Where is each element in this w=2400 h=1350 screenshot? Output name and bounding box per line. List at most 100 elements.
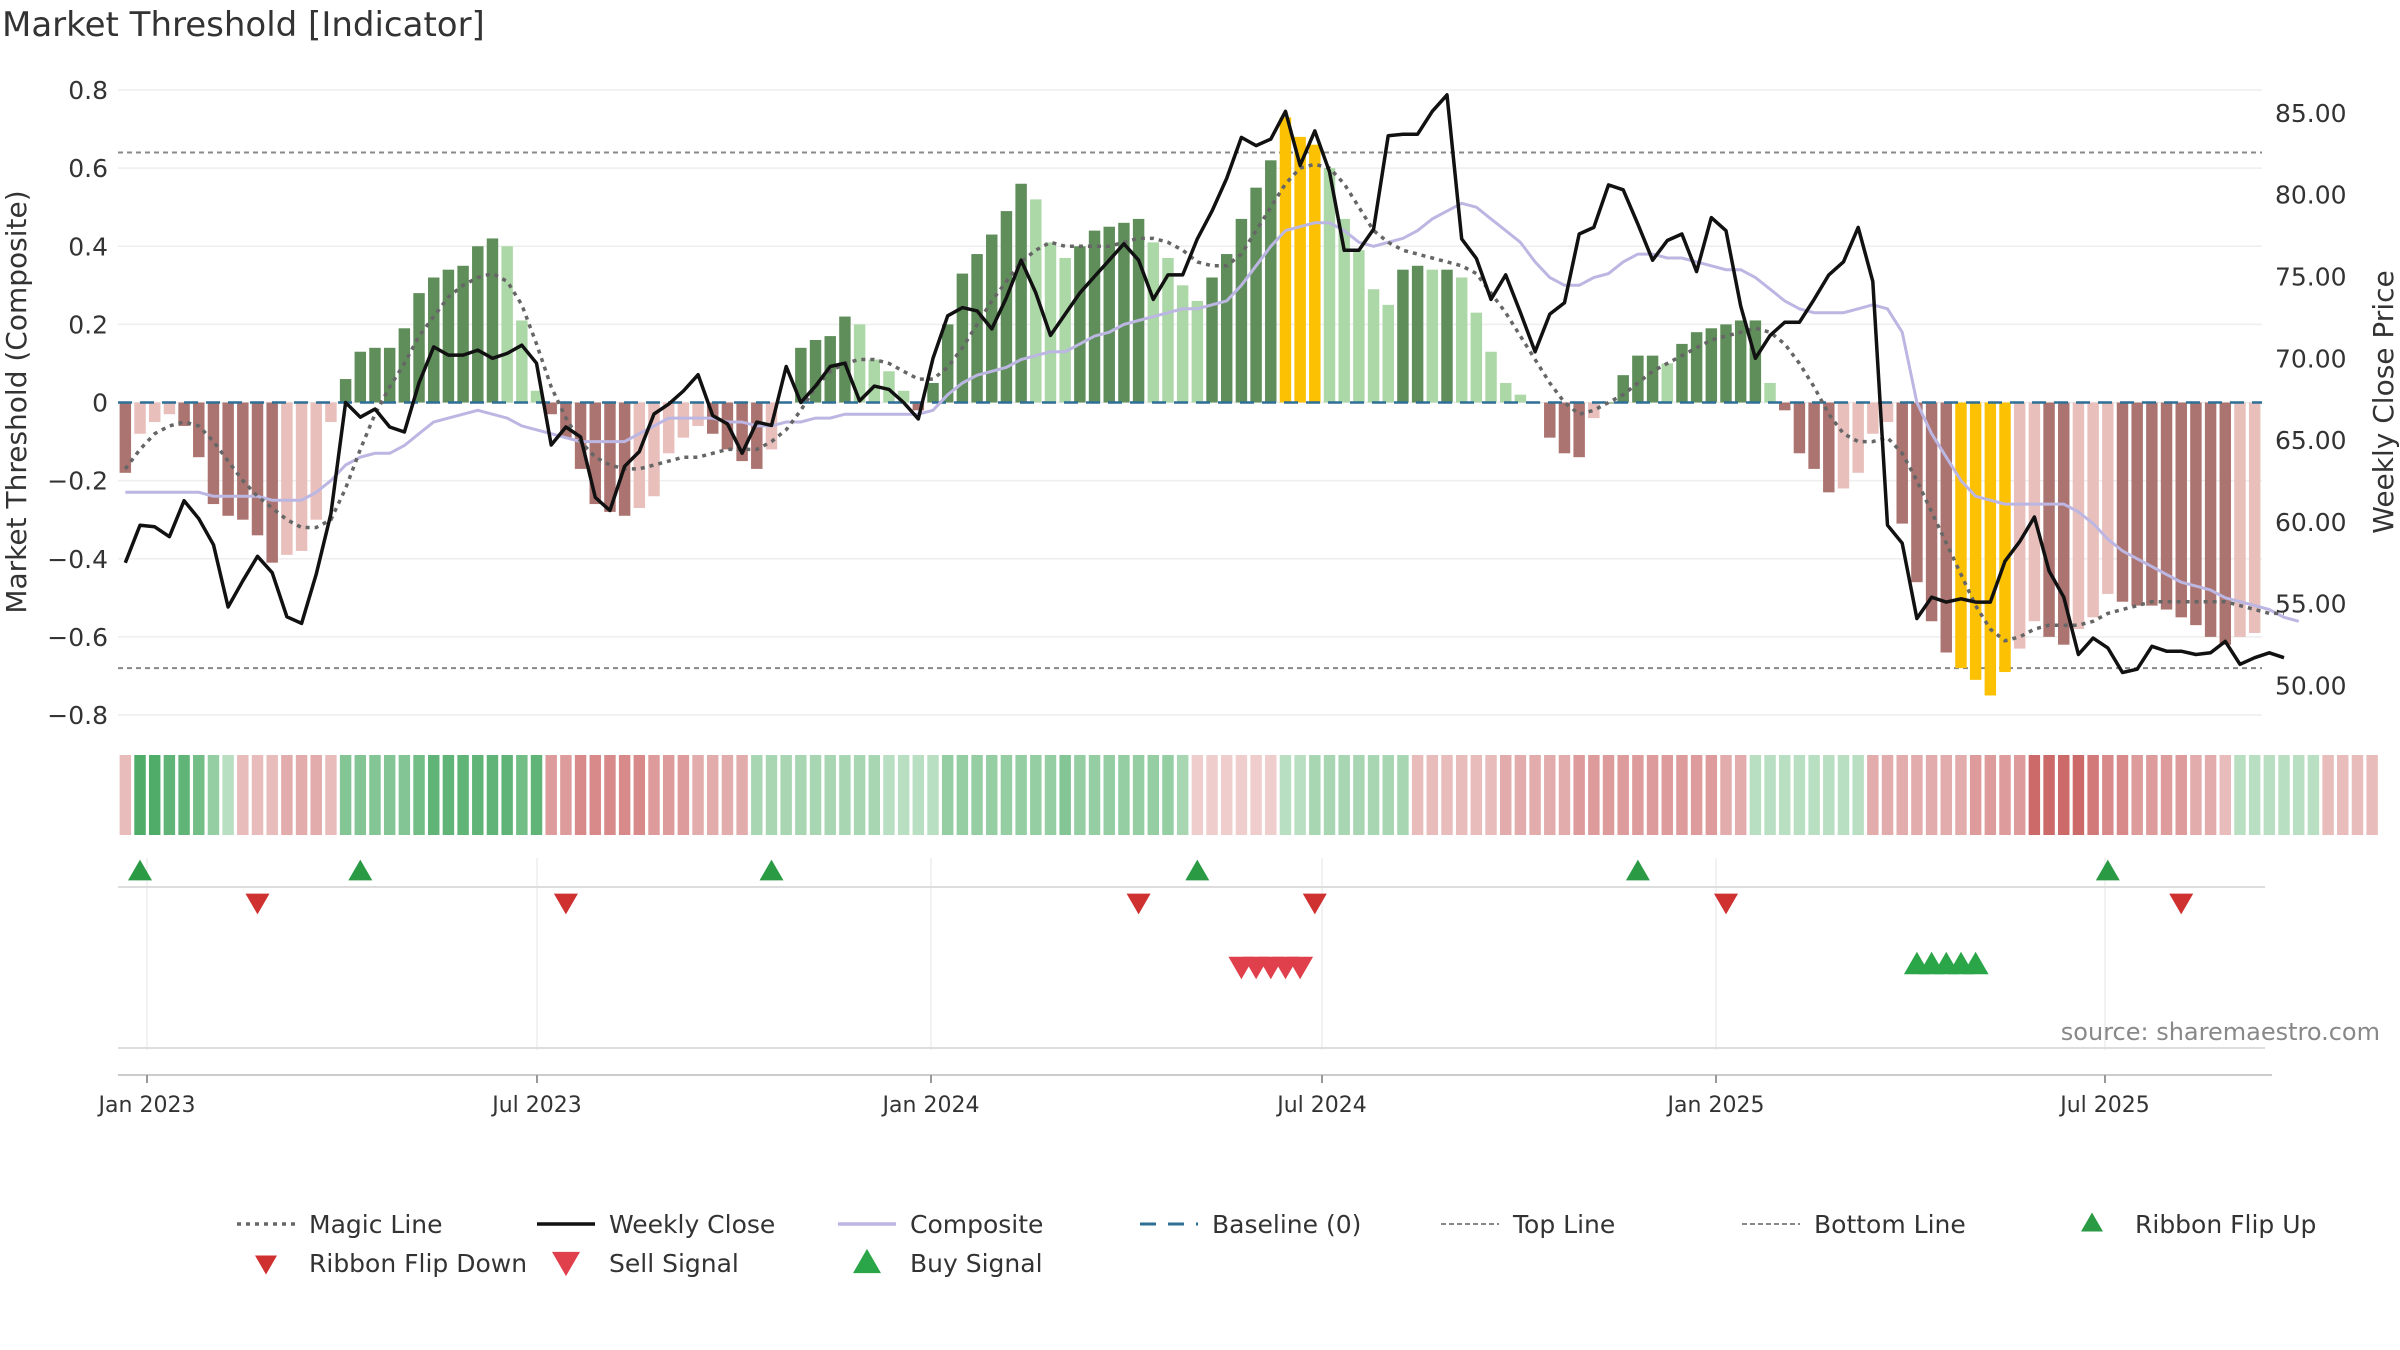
ribbon-cell: [281, 755, 293, 835]
legend-label: Magic Line: [309, 1210, 443, 1239]
composite-bar: [1779, 402, 1791, 411]
ribbon-flip-up-marker: [2095, 859, 2120, 881]
composite-bar: [1808, 402, 1820, 469]
ribbon-cell: [354, 755, 367, 835]
composite-bar: [1558, 402, 1571, 454]
chart-title: Market Threshold [Indicator]: [2, 5, 485, 45]
y-tick-label: 0.4: [68, 232, 108, 261]
ribbon-cell: [736, 755, 748, 835]
ribbon-cell: [2072, 755, 2085, 835]
ribbon-cell: [1690, 755, 1703, 835]
ribbon-cell: [604, 755, 616, 835]
ribbon-cell: [2160, 755, 2173, 835]
y-tick-label: 0.2: [68, 310, 108, 339]
source-label: source: sharemaestro.com: [2061, 1018, 2380, 1046]
y2-tick-label: 80.00: [2275, 181, 2347, 210]
ribbon-cell: [1779, 755, 1791, 835]
y-tick-label: −0.4: [47, 545, 108, 574]
y-tick-label: 0.8: [68, 76, 108, 105]
composite-bar: [237, 402, 249, 520]
ribbon-cell: [560, 755, 572, 835]
composite-bar: [1749, 320, 1762, 403]
ribbon-cell: [751, 755, 763, 835]
ribbon-cell: [795, 755, 807, 835]
legend-label: Baseline (0): [1212, 1210, 1361, 1239]
ribbon-cell: [310, 755, 322, 835]
composite-bar: [2204, 402, 2217, 637]
ribbon-cell: [486, 755, 499, 835]
legend-label: Composite: [910, 1210, 1043, 1239]
composite-bar: [1162, 257, 1174, 403]
composite-bar: [427, 277, 440, 403]
ribbon-cell: [413, 755, 425, 835]
composite-bar: [178, 402, 190, 426]
composite-bar: [1734, 320, 1747, 403]
ribbon-flip-down-marker: [2169, 893, 2194, 915]
x-tick-label: Jan 2024: [881, 1093, 980, 1118]
ribbon-cell: [266, 755, 278, 835]
ribbon-cell: [134, 755, 146, 835]
ribbon-cell: [530, 755, 543, 835]
ribbon-cell: [1602, 755, 1615, 835]
ribbon-cell: [1455, 755, 1468, 835]
composite-bar: [1044, 242, 1057, 403]
composite-bar: [1294, 136, 1306, 403]
ribbon-cell: [1499, 755, 1512, 835]
composite-bar: [1176, 285, 1189, 403]
ribbon-cell: [2043, 755, 2055, 835]
ribbon-cell: [2307, 755, 2320, 835]
y2-tick-label: 50.00: [2275, 672, 2347, 701]
ribbon-cell: [1823, 755, 1835, 835]
legend-sample-sell-signal: [552, 1251, 580, 1277]
x-tick-label: Jul 2023: [490, 1093, 582, 1118]
ribbon-cell: [1514, 755, 1527, 835]
y-axis-label: Market Threshold (Composite): [0, 190, 33, 613]
ribbon-cell: [472, 755, 484, 835]
ribbon-cell: [545, 755, 557, 835]
ribbon-cell: [1147, 755, 1160, 835]
composite-bar: [1309, 144, 1321, 403]
ribbon-cell: [1411, 755, 1424, 835]
composite-bar: [266, 402, 278, 563]
ribbon-cell: [1294, 755, 1306, 835]
ribbon-cell: [1573, 755, 1585, 835]
ribbon-cell: [927, 755, 939, 835]
ribbon-cell: [2102, 755, 2114, 835]
composite-bar: [1837, 402, 1850, 489]
composite-bar: [1323, 168, 1336, 403]
ribbon-cell: [868, 755, 881, 835]
composite-bar: [1397, 269, 1409, 403]
reference-lines: [118, 151, 2262, 670]
ribbon-cell: [839, 755, 851, 835]
composite-bar: [501, 246, 513, 403]
composite-bar: [281, 402, 293, 555]
ribbon-cell: [2278, 755, 2290, 835]
ribbon-cell: [1162, 755, 1174, 835]
composite-bar: [1588, 402, 1600, 419]
ribbon-cell: [339, 755, 352, 835]
ribbon-cell: [1235, 755, 1248, 835]
ribbon-cell: [824, 755, 836, 835]
composite-bar: [1088, 230, 1101, 403]
composite-bar: [912, 402, 925, 411]
ribbon-cell: [251, 755, 264, 835]
ribbon-cell: [2028, 755, 2041, 835]
ribbon-cell: [295, 755, 308, 835]
ribbon-cell: [986, 755, 998, 835]
ribbon-cell: [765, 755, 778, 835]
composite-bar: [1118, 222, 1130, 403]
composite-bar: [1485, 351, 1497, 403]
composite-bar: [251, 402, 264, 536]
ribbon-cell: [956, 755, 969, 835]
ribbon-cell: [457, 755, 469, 835]
composite-bar: [618, 402, 631, 516]
ribbon-cell: [2146, 755, 2158, 835]
ribbon-cell: [662, 755, 675, 835]
left-axis-ticks: 0.8 0.6 0.4 0.2 0 −0.2 −0.4 −0.6 −0.8: [47, 76, 108, 730]
y2-tick-label: 70.00: [2275, 344, 2347, 373]
composite-bar: [1367, 289, 1380, 403]
composite-line: [125, 201, 2300, 623]
composite-bar: [589, 402, 601, 505]
ribbon-cell: [971, 755, 983, 835]
